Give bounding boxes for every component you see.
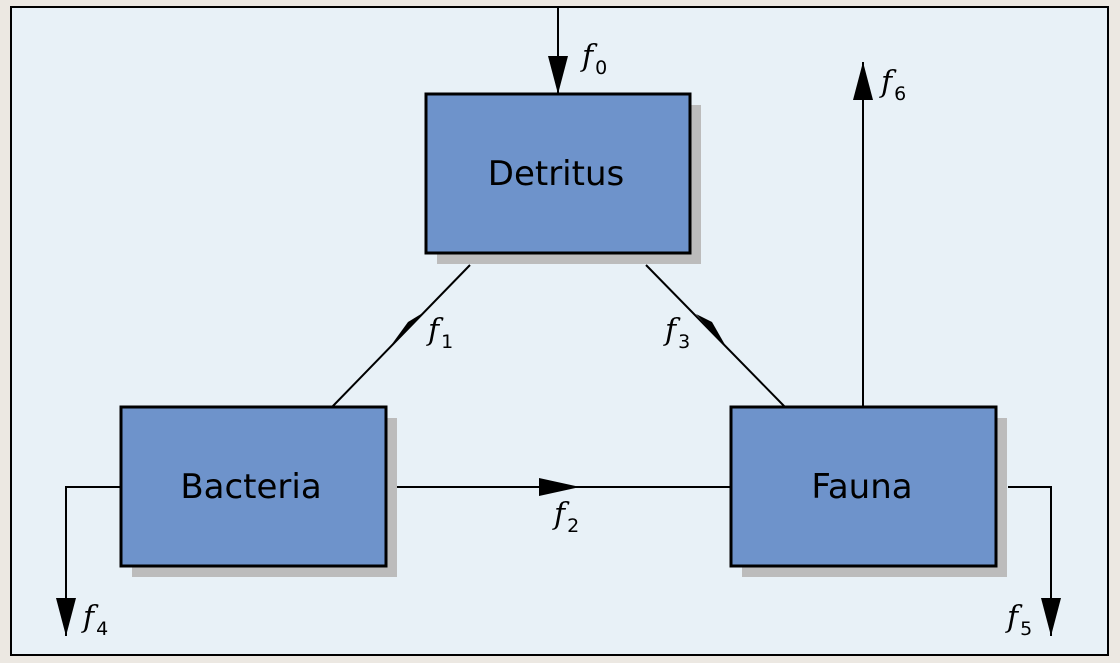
bacteria-label: Bacteria [180,467,321,507]
flow-f3-line [645,264,786,408]
fauna-box [729,405,998,568]
flow-f6-arrowhead [853,62,873,100]
flow-f5-line [1008,486,1052,636]
flow-f2-arrowhead [539,478,580,496]
flow-f4-line [65,486,120,636]
flow-f1-arrowhead [392,311,426,344]
detritus-label: Detritus [488,154,624,194]
flow-f0-arrowhead [548,56,568,94]
fauna-label: Fauna [811,467,912,507]
bacteria-box [119,405,388,568]
flow-f4-arrowhead [56,598,76,636]
detritus-box [424,92,692,255]
flow-f3-arrowhead [696,314,728,350]
flow-f1-line [331,264,471,408]
flow-f5-arrowhead [1041,598,1061,636]
